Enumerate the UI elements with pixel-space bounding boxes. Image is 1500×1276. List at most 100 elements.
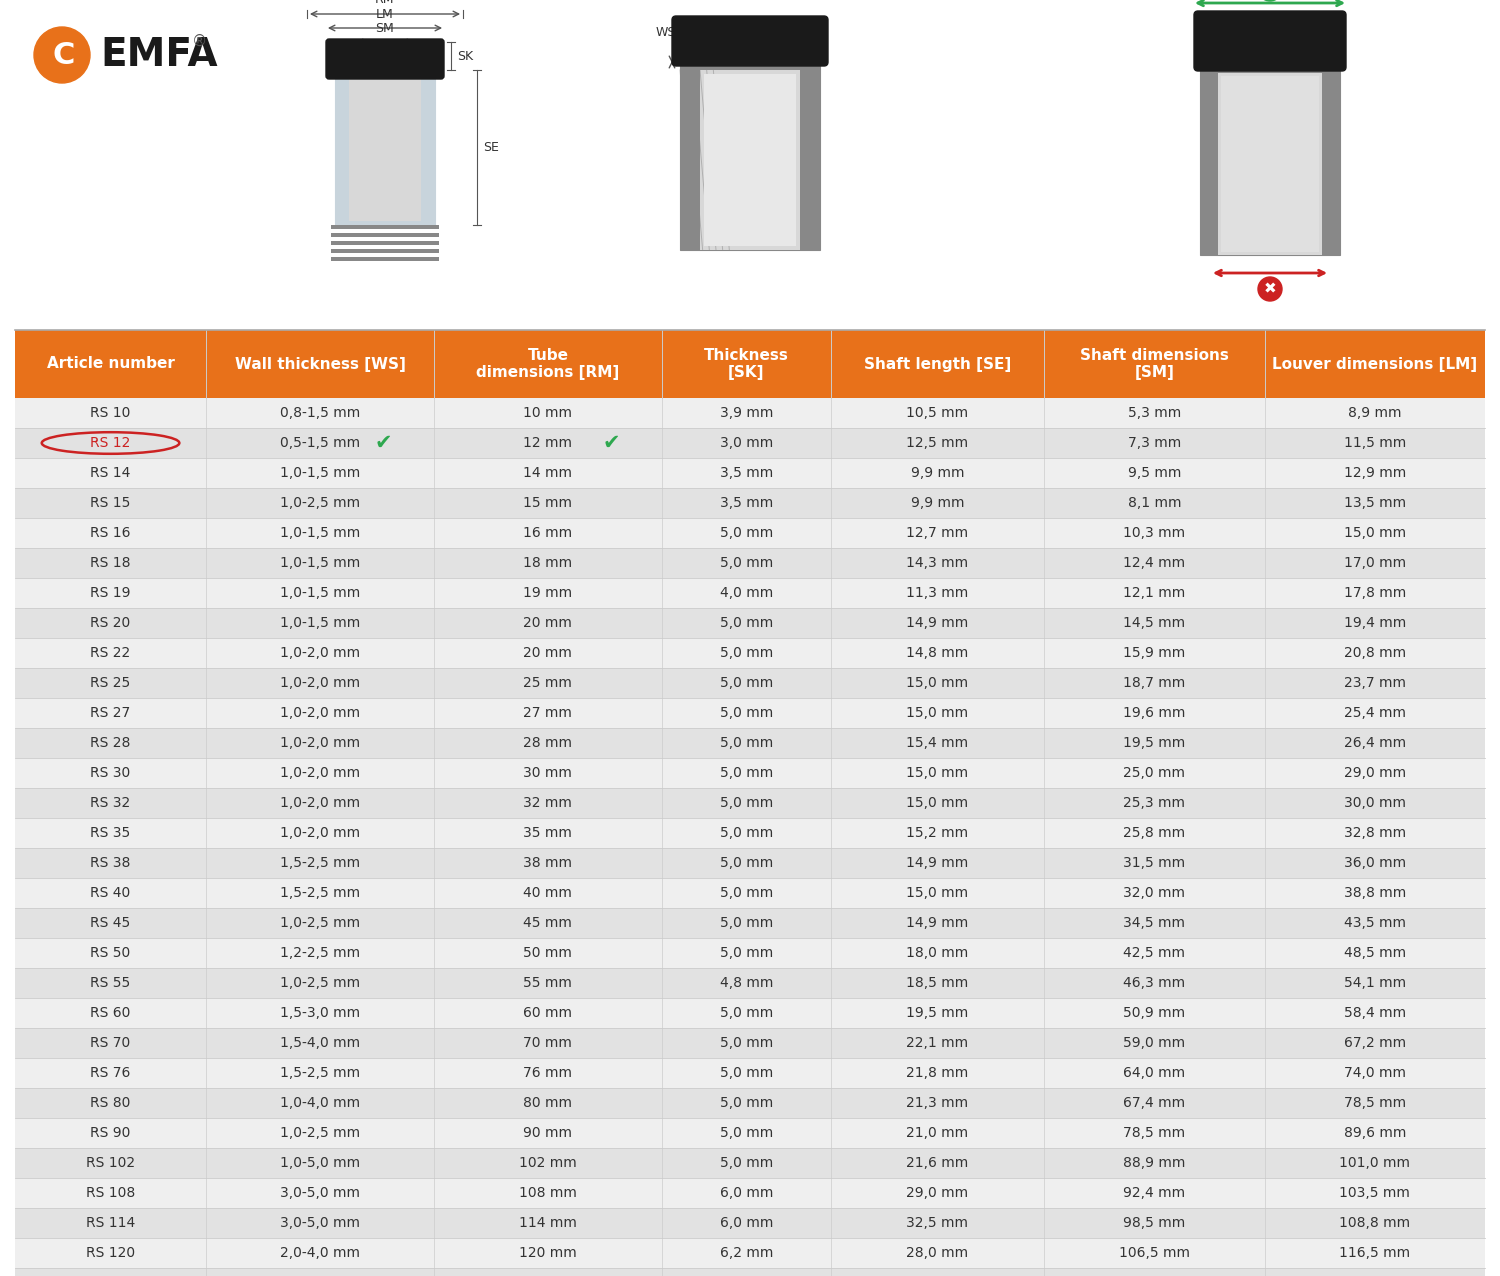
Text: 9,9 mm: 9,9 mm	[910, 496, 964, 510]
Text: 46,3 mm: 46,3 mm	[1124, 976, 1185, 990]
Text: 28,0 mm: 28,0 mm	[906, 1245, 969, 1259]
Text: 106,5 mm: 106,5 mm	[1119, 1245, 1190, 1259]
Text: 14,9 mm: 14,9 mm	[906, 916, 969, 930]
Bar	[15, 1208, 1485, 1238]
Text: RS 102: RS 102	[86, 1156, 135, 1170]
Text: 5,0 mm: 5,0 mm	[720, 1005, 772, 1020]
Bar	[15, 909, 1485, 938]
Text: SM: SM	[375, 22, 394, 34]
Text: 8,9 mm: 8,9 mm	[1348, 406, 1401, 420]
Text: 15,0 mm: 15,0 mm	[906, 766, 969, 780]
Text: RS 70: RS 70	[90, 1036, 130, 1050]
Text: 26,4 mm: 26,4 mm	[1344, 736, 1406, 750]
Text: 42,5 mm: 42,5 mm	[1124, 946, 1185, 960]
Text: SK: SK	[458, 50, 472, 63]
Text: RS 35: RS 35	[90, 826, 130, 840]
Bar	[15, 758, 1485, 789]
Text: 1,0-4,0 mm: 1,0-4,0 mm	[280, 1096, 360, 1110]
Text: RS 15: RS 15	[90, 496, 130, 510]
Text: 15,0 mm: 15,0 mm	[906, 676, 969, 690]
Bar	[15, 878, 1485, 909]
Text: 114 mm: 114 mm	[519, 1216, 578, 1230]
Text: RS 40: RS 40	[90, 886, 130, 900]
Bar	[15, 669, 1485, 698]
Text: 3,5 mm: 3,5 mm	[720, 466, 772, 480]
Text: 18,0 mm: 18,0 mm	[906, 946, 969, 960]
Text: 76 mm: 76 mm	[524, 1065, 573, 1079]
Text: 88,9 mm: 88,9 mm	[1124, 1156, 1185, 1170]
Text: 5,0 mm: 5,0 mm	[720, 916, 772, 930]
Text: 60 mm: 60 mm	[524, 1005, 573, 1020]
Text: RS 12: RS 12	[90, 436, 130, 450]
Text: 15,2 mm: 15,2 mm	[906, 826, 969, 840]
Bar	[350, 74, 422, 221]
Text: 15,0 mm: 15,0 mm	[906, 706, 969, 720]
Bar	[700, 70, 800, 250]
Bar	[15, 1148, 1485, 1178]
Text: 5,0 mm: 5,0 mm	[720, 1065, 772, 1079]
Text: Article number: Article number	[46, 356, 174, 371]
Text: 5,0 mm: 5,0 mm	[720, 796, 772, 810]
Text: 3,9 mm: 3,9 mm	[720, 406, 772, 420]
Text: 7,3 mm: 7,3 mm	[1128, 436, 1180, 450]
Text: 74,0 mm: 74,0 mm	[1344, 1065, 1406, 1079]
Text: 6,0 mm: 6,0 mm	[720, 1185, 772, 1199]
Text: 4,0 mm: 4,0 mm	[720, 586, 772, 600]
Text: 1,2-2,5 mm: 1,2-2,5 mm	[280, 946, 360, 960]
Text: 101,0 mm: 101,0 mm	[1340, 1156, 1410, 1170]
Bar	[332, 249, 440, 253]
Text: 13,5 mm: 13,5 mm	[1344, 496, 1406, 510]
Text: 1,5-2,5 mm: 1,5-2,5 mm	[280, 1065, 360, 1079]
Text: 5,0 mm: 5,0 mm	[720, 826, 772, 840]
Text: 70 mm: 70 mm	[524, 1036, 573, 1050]
Text: 11,3 mm: 11,3 mm	[906, 586, 969, 600]
Text: 1,0-1,5 mm: 1,0-1,5 mm	[280, 556, 360, 570]
Text: 19,6 mm: 19,6 mm	[1124, 706, 1185, 720]
Text: 15,0 mm: 15,0 mm	[906, 886, 969, 900]
Text: 0,5-1,5 mm: 0,5-1,5 mm	[280, 436, 360, 450]
Text: 67,4 mm: 67,4 mm	[1124, 1096, 1185, 1110]
Text: 4,8 mm: 4,8 mm	[720, 976, 772, 990]
Text: 27 mm: 27 mm	[524, 706, 573, 720]
Text: 30,0 mm: 30,0 mm	[1344, 796, 1406, 810]
Text: Shaft length [SE]: Shaft length [SE]	[864, 356, 1011, 371]
Bar	[15, 578, 1485, 607]
Bar	[15, 547, 1485, 578]
Text: 25,0 mm: 25,0 mm	[1124, 766, 1185, 780]
Bar	[1218, 73, 1322, 255]
Text: 5,0 mm: 5,0 mm	[720, 856, 772, 870]
Bar	[15, 1058, 1485, 1088]
FancyBboxPatch shape	[1194, 11, 1346, 71]
Text: 9,5 mm: 9,5 mm	[1128, 466, 1180, 480]
Text: 21,3 mm: 21,3 mm	[906, 1096, 969, 1110]
Text: LM: LM	[376, 8, 394, 20]
Text: 1,0-2,0 mm: 1,0-2,0 mm	[280, 766, 360, 780]
Text: SE: SE	[483, 142, 500, 154]
Text: 21,6 mm: 21,6 mm	[906, 1156, 969, 1170]
Text: 38,8 mm: 38,8 mm	[1344, 886, 1406, 900]
Text: C: C	[53, 41, 75, 69]
Bar	[15, 638, 1485, 669]
Text: 108,8 mm: 108,8 mm	[1340, 1216, 1410, 1230]
Bar	[15, 1178, 1485, 1208]
Text: 35 mm: 35 mm	[524, 826, 573, 840]
Text: 10,5 mm: 10,5 mm	[906, 406, 969, 420]
Text: 5,0 mm: 5,0 mm	[720, 766, 772, 780]
Text: 3,0-5,0 mm: 3,0-5,0 mm	[280, 1185, 360, 1199]
Text: Shaft dimensions
[SM]: Shaft dimensions [SM]	[1080, 348, 1228, 380]
Text: RS 10: RS 10	[90, 406, 130, 420]
Text: Wall thickness [WS]: Wall thickness [WS]	[234, 356, 405, 371]
Bar	[15, 427, 1485, 458]
Text: 64,0 mm: 64,0 mm	[1124, 1065, 1185, 1079]
Bar	[680, 50, 820, 250]
Text: 32,0 mm: 32,0 mm	[1124, 886, 1185, 900]
Text: 25,8 mm: 25,8 mm	[1124, 826, 1185, 840]
Text: 19 mm: 19 mm	[524, 586, 573, 600]
Text: 29,0 mm: 29,0 mm	[1344, 766, 1406, 780]
Text: 1,5-2,5 mm: 1,5-2,5 mm	[280, 886, 360, 900]
Text: 1,0-2,5 mm: 1,0-2,5 mm	[280, 1125, 360, 1139]
Bar	[15, 1118, 1485, 1148]
Text: 12,9 mm: 12,9 mm	[1344, 466, 1406, 480]
Text: 5,0 mm: 5,0 mm	[720, 706, 772, 720]
Text: 5,0 mm: 5,0 mm	[720, 886, 772, 900]
